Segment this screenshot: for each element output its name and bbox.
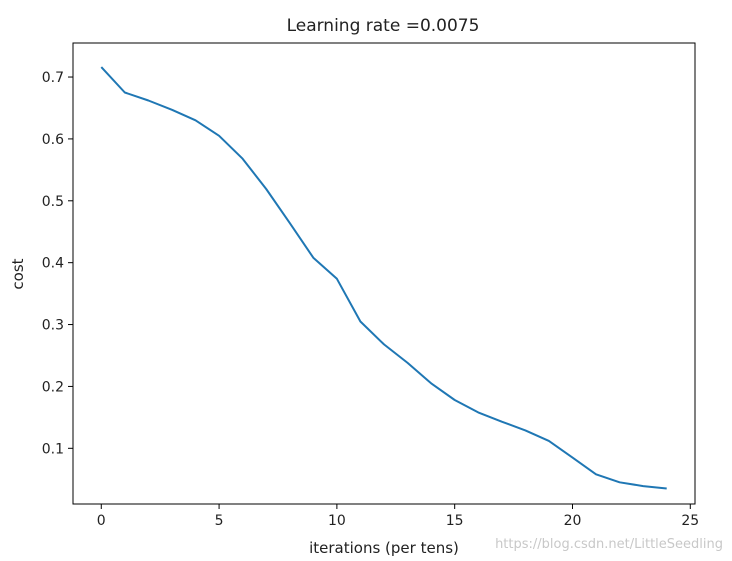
y-tick-label: 0.4	[42, 256, 64, 272]
y-tick-label: 0.3	[42, 318, 64, 334]
x-tick-label: 20	[564, 513, 582, 529]
y-tick-label: 0.1	[42, 441, 64, 457]
watermark-text: https://blog.csdn.net/LittleSeedling	[495, 537, 723, 552]
plot-frame	[72, 42, 696, 505]
x-axis-label: iterations (per tens)	[309, 539, 459, 557]
y-tick-label: 0.6	[42, 132, 64, 148]
y-axis-label: cost	[9, 258, 27, 289]
y-tick-label: 0.5	[42, 194, 64, 210]
x-tick-label: 0	[97, 513, 106, 529]
tick-layer: 0 5 10 15 20 25 0.1 0.2 0.3 0.4 0.5 0.6 0.7	[42, 70, 699, 529]
x-tick-label: 25	[681, 513, 699, 529]
x-tick-label: 10	[328, 513, 346, 529]
y-tick-label: 0.7	[42, 70, 64, 86]
x-tick-label: 15	[446, 513, 464, 529]
chart-title: Learning rate =0.0075	[287, 16, 480, 36]
y-tick-label: 0.2	[42, 379, 64, 395]
cost-series-line	[100, 66, 667, 490]
x-tick-label: 5	[215, 513, 224, 529]
